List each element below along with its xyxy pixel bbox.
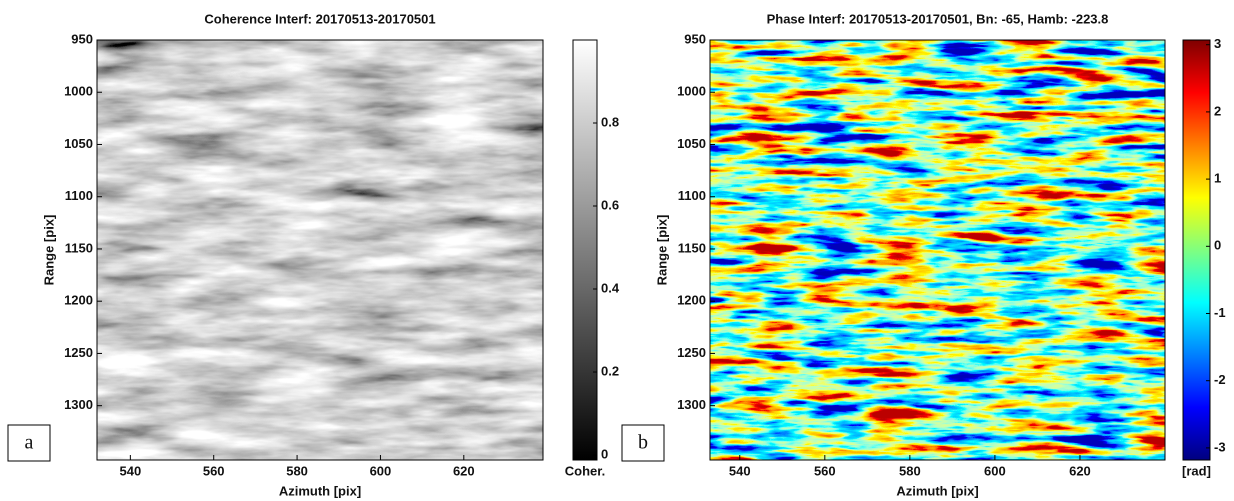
y-tick-label: 1150 bbox=[65, 240, 93, 255]
colorbar-tick-label: 0.2 bbox=[601, 363, 619, 378]
x-tick-label: 600 bbox=[984, 463, 1006, 478]
colorbar-tick-label: -2 bbox=[1214, 372, 1226, 387]
y-tick-label: 1000 bbox=[64, 84, 93, 99]
y-tick-label: 1200 bbox=[64, 293, 93, 308]
y-tick-label: 1300 bbox=[677, 397, 706, 412]
y-tick-label: 1150 bbox=[678, 240, 706, 255]
colorbar-tick-label: -1 bbox=[1214, 305, 1226, 320]
colorbar-tick-label: 0.4 bbox=[601, 280, 620, 295]
y-tick-label: 1050 bbox=[677, 136, 706, 151]
y-axis-label: Range [pix] bbox=[41, 215, 56, 286]
y-tick-label: 950 bbox=[684, 31, 706, 46]
y-tick-label: 1250 bbox=[64, 345, 93, 360]
y-tick-label: 1250 bbox=[677, 345, 706, 360]
panel-label-box bbox=[7, 424, 51, 462]
x-tick-label: 540 bbox=[119, 463, 141, 478]
heatmap-image bbox=[97, 40, 543, 460]
y-tick-label: 1050 bbox=[64, 136, 93, 151]
x-tick-label: 540 bbox=[729, 463, 751, 478]
x-axis-label: Azimuth [pix] bbox=[279, 483, 361, 498]
plot-frame bbox=[96, 39, 544, 461]
colorbar-tick-label: 0.8 bbox=[601, 114, 619, 129]
x-tick-label: 560 bbox=[203, 463, 225, 478]
y-tick-label: 1100 bbox=[65, 188, 93, 203]
colorbar bbox=[572, 39, 598, 461]
y-tick-label: 1000 bbox=[677, 84, 706, 99]
heatmap-image bbox=[710, 40, 1165, 460]
x-tick-label: 560 bbox=[814, 463, 836, 478]
chart-title: Coherence Interf: 20170513-20170501 bbox=[204, 11, 435, 26]
panel-label: b bbox=[638, 432, 648, 454]
panel-label-box bbox=[621, 424, 665, 462]
x-tick-label: 600 bbox=[370, 463, 392, 478]
colorbar bbox=[1182, 39, 1211, 461]
x-tick-label: 620 bbox=[1069, 463, 1091, 478]
x-tick-label: 580 bbox=[899, 463, 921, 478]
panel-label: a bbox=[25, 432, 34, 454]
chart-title: Phase Interf: 20170513-20170501, Bn: -65… bbox=[767, 11, 1109, 26]
plot-frame bbox=[709, 39, 1166, 461]
colorbar-tick-label: 1 bbox=[1214, 171, 1221, 186]
colorbar-tick-label: -3 bbox=[1214, 439, 1226, 454]
colorbar-tick-label: 2 bbox=[1214, 103, 1221, 118]
colorbar-label: [rad] bbox=[1182, 463, 1211, 478]
x-tick-label: 620 bbox=[453, 463, 475, 478]
y-tick-label: 1200 bbox=[677, 293, 706, 308]
x-axis-label: Azimuth [pix] bbox=[896, 483, 978, 498]
colorbar-label: Coher. bbox=[565, 463, 605, 478]
colorbar-tick-label: 0 bbox=[601, 446, 608, 461]
x-tick-label: 580 bbox=[286, 463, 308, 478]
y-tick-label: 1300 bbox=[64, 397, 93, 412]
colorbar-tick-label: 3 bbox=[1214, 36, 1221, 51]
colorbar-tick-label: 0.6 bbox=[601, 197, 619, 212]
colorbar-tick-label: 0 bbox=[1214, 238, 1221, 253]
y-tick-label: 950 bbox=[71, 31, 93, 46]
y-tick-label: 1100 bbox=[678, 188, 706, 203]
y-axis-label: Range [pix] bbox=[654, 215, 669, 286]
